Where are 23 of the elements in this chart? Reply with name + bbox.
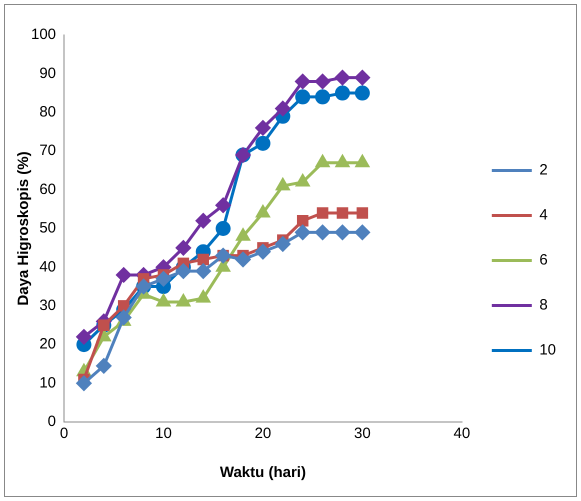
legend-label: 6 [539,252,548,269]
y-tick-label: 80 [39,104,56,121]
x-axis-title: Waktu (hari) [220,464,306,482]
x-tick-label: 30 [354,425,371,442]
y-tick-label: 0 [48,413,56,430]
legend-label: 10 [539,342,556,359]
y-tick-label: 20 [39,336,56,353]
x-tick-label: 0 [60,425,68,442]
y-tick-label: 60 [39,180,56,198]
legend-label: 2 [539,162,548,179]
x-tick-label: 10 [155,425,172,442]
y-tick-label: 90 [39,64,56,82]
y-tick-label: 50 [39,220,56,237]
x-tick-label: 40 [453,425,470,442]
y-tick-label: 40 [39,258,56,276]
x-tick-label: 20 [254,425,272,442]
y-tick-label: 10 [39,374,56,392]
legend-label: 8 [539,296,548,314]
y-tick-label: 100 [30,26,56,44]
y-tick-label: 30 [39,297,56,314]
legend-label: 4 [539,206,548,224]
y-tick-label: 70 [39,142,56,160]
y-axis-title: Daya Higroskopis (%) [15,151,32,306]
